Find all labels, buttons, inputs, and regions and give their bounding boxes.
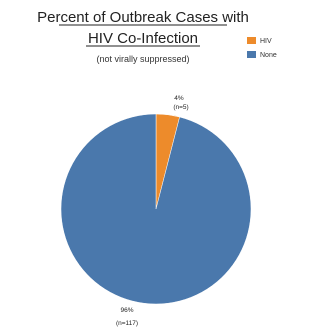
data-label-hiv-percent: 4% — [174, 95, 184, 102]
chart-title-line-2: HIV Co-Infection — [88, 30, 198, 47]
pie-slice-none — [60, 113, 252, 305]
chart-subtitle: (not virally suppressed) — [96, 54, 189, 64]
legend-swatch-none — [247, 51, 256, 58]
legend-label-hiv: HIV — [260, 38, 272, 45]
legend-swatch-hiv — [247, 37, 256, 44]
chart-title-line-1: Percent of Outbreak Cases with — [37, 9, 249, 26]
data-label-none-n: (n=117) — [116, 320, 138, 327]
legend-label-none: None — [260, 52, 277, 59]
data-label-hiv-n: (n=5) — [173, 104, 188, 111]
legend: HIV None — [247, 37, 277, 59]
data-label-none-percent: 96% — [120, 307, 133, 314]
data-labels: 4% (n=5) 96% (n=117) — [116, 95, 189, 327]
pie — [60, 113, 252, 305]
